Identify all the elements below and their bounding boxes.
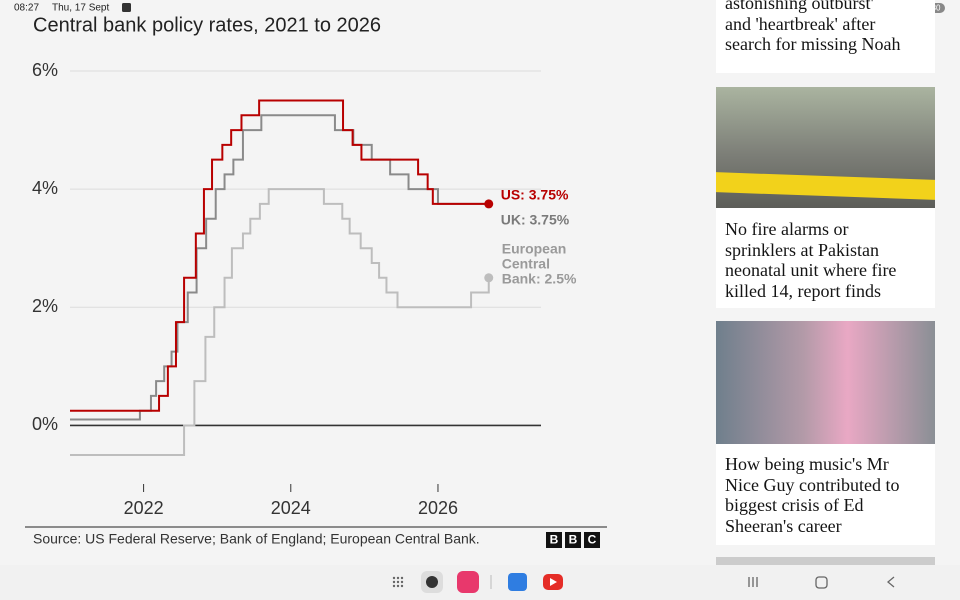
article-image (716, 87, 935, 208)
headline-line: No fire alarms or (725, 219, 849, 239)
series-label: UK: 3.75% (501, 212, 570, 228)
x-tick-label: 2026 (418, 498, 458, 518)
nav-bar (0, 565, 960, 600)
status-time: 08:27 (14, 3, 39, 14)
headline-line: Nice Guy contributed to (725, 474, 900, 495)
logo-block (584, 532, 600, 548)
article-headline: How being music's Mr Nice Guy contributed… (716, 444, 935, 536)
headline-line: sprinklers at Pakistan (725, 239, 879, 260)
source: Source: US Federal Reserve; Bank of Engl… (33, 531, 480, 547)
headline-line: How being music's Mr (725, 454, 889, 474)
series-label: Bank: 2.5% (502, 270, 577, 286)
status-icon (122, 3, 131, 12)
play-glyph (550, 578, 557, 586)
headline-line: neonatal unit where fire (725, 260, 897, 281)
headline-line: killed 14, report finds (725, 280, 881, 301)
end-marker (484, 273, 494, 283)
article-card[interactable] (716, 557, 935, 565)
battery-level: 30 (932, 4, 941, 13)
logo-letter: B (550, 533, 559, 547)
series-line (70, 99, 489, 412)
series-line (70, 114, 489, 421)
y-tick-label: 2% (32, 296, 58, 316)
apps-icon[interactable] (392, 576, 404, 588)
x-tick-label: 2022 (124, 498, 164, 518)
article-headline: astonishing outburst' and 'heartbreak' af… (716, 0, 935, 55)
recents-button[interactable] (748, 577, 758, 587)
logo-letter: C (588, 533, 597, 547)
headline-line: biggest crisis of Ed (725, 495, 864, 516)
status-date: Thu, 17 Sept (52, 3, 109, 14)
camera-lens (426, 576, 438, 588)
gallery-app[interactable] (457, 571, 479, 593)
end-marker (484, 199, 494, 209)
article-card[interactable]: How being music's Mr Nice Guy contributed… (716, 321, 935, 545)
x-tick-label: 2024 (271, 498, 311, 518)
chart-title: Central bank policy rates, 2021 to 2026 (33, 14, 381, 36)
home-button[interactable] (815, 576, 828, 589)
series-label: European (502, 240, 567, 256)
article-card[interactable]: No fire alarms or sprinklers at Pakistan n… (716, 87, 935, 308)
headline-line: Sheeran's career (725, 515, 842, 536)
series-label: US: 3.75% (501, 187, 569, 203)
app-icon[interactable] (508, 573, 527, 591)
y-tick-label: 4% (32, 178, 58, 198)
y-tick-label: 0% (32, 414, 58, 434)
article-card[interactable]: astonishing outburst' and 'heartbreak' af… (716, 0, 935, 73)
y-tick-label: 6% (32, 60, 58, 80)
back-button[interactable] (886, 576, 895, 588)
series-line (70, 188, 490, 456)
article-headline: No fire alarms or sprinklers at Pakistan n… (716, 208, 935, 301)
article-image (716, 321, 935, 444)
headline-line: search for missing Noah (725, 34, 901, 55)
headline-line: astonishing outburst' (725, 0, 874, 13)
tape (716, 172, 935, 200)
logo-block (565, 532, 581, 548)
logo-letter: B (569, 533, 578, 547)
series-label: Central (502, 255, 550, 271)
logo-block (546, 532, 562, 548)
headline-line: and 'heartbreak' after (725, 13, 876, 34)
